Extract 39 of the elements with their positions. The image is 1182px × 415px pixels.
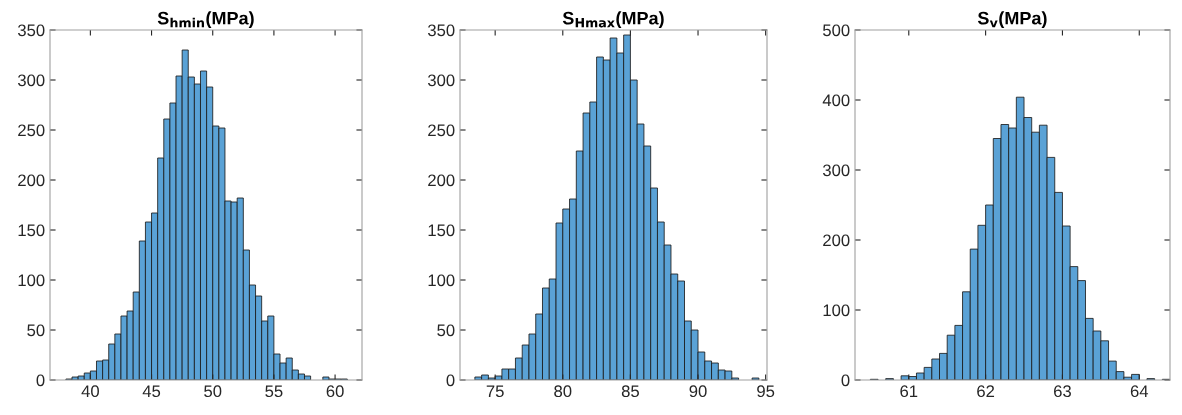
y-tick-label: 250 — [428, 124, 455, 137]
chart-title: S$_{v}$(MPa) — [977, 11, 1047, 29]
y-tick-label: 100 — [823, 304, 850, 317]
x-tick-label: 75 — [486, 385, 504, 398]
y-tick-label: 350 — [17, 24, 45, 37]
chart-title: S$_{Hmax}$(MPa) — [562, 11, 664, 29]
x-tick-label: 80 — [554, 385, 572, 398]
x-tick-label: 45 — [142, 385, 161, 398]
y-tick-label: 0 — [446, 374, 455, 387]
x-tick-label: 95 — [757, 385, 775, 398]
y-tick-label: 300 — [822, 164, 850, 177]
x-tick-label: 85 — [621, 385, 639, 398]
y-tick-label: 400 — [822, 94, 850, 107]
x-tick-label: 62 — [977, 385, 995, 398]
chart-title: S$_{hmin}$(MPa) — [157, 11, 254, 29]
y-tick-label: 300 — [427, 74, 455, 87]
x-tick-label: 90 — [689, 385, 707, 398]
x-tick-label: 55 — [265, 385, 283, 398]
y-tick-label: 50 — [27, 324, 45, 337]
y-tick-label: 350 — [427, 24, 455, 37]
y-tick-label: 150 — [428, 224, 455, 237]
y-tick-label: 500 — [823, 24, 850, 37]
x-tick-label: 64 — [1130, 385, 1149, 398]
y-tick-label: 200 — [428, 174, 455, 187]
y-tick-label: 200 — [18, 174, 45, 187]
y-tick-label: 100 — [428, 274, 455, 287]
x-tick-label: 60 — [326, 385, 344, 398]
x-tick-label: 63 — [1054, 385, 1071, 398]
y-tick-label: 0 — [36, 374, 45, 387]
y-tick-label: 0 — [841, 374, 850, 387]
x-tick-label: 61 — [900, 385, 918, 398]
y-tick-label: 50 — [437, 324, 455, 337]
y-tick-label: 100 — [18, 274, 45, 287]
y-tick-label: 150 — [18, 224, 45, 237]
y-tick-label: 300 — [17, 74, 45, 87]
x-tick-label: 40 — [81, 385, 99, 398]
x-tick-label: 50 — [204, 385, 222, 398]
y-tick-label: 250 — [18, 124, 45, 137]
y-tick-label: 200 — [823, 234, 850, 247]
